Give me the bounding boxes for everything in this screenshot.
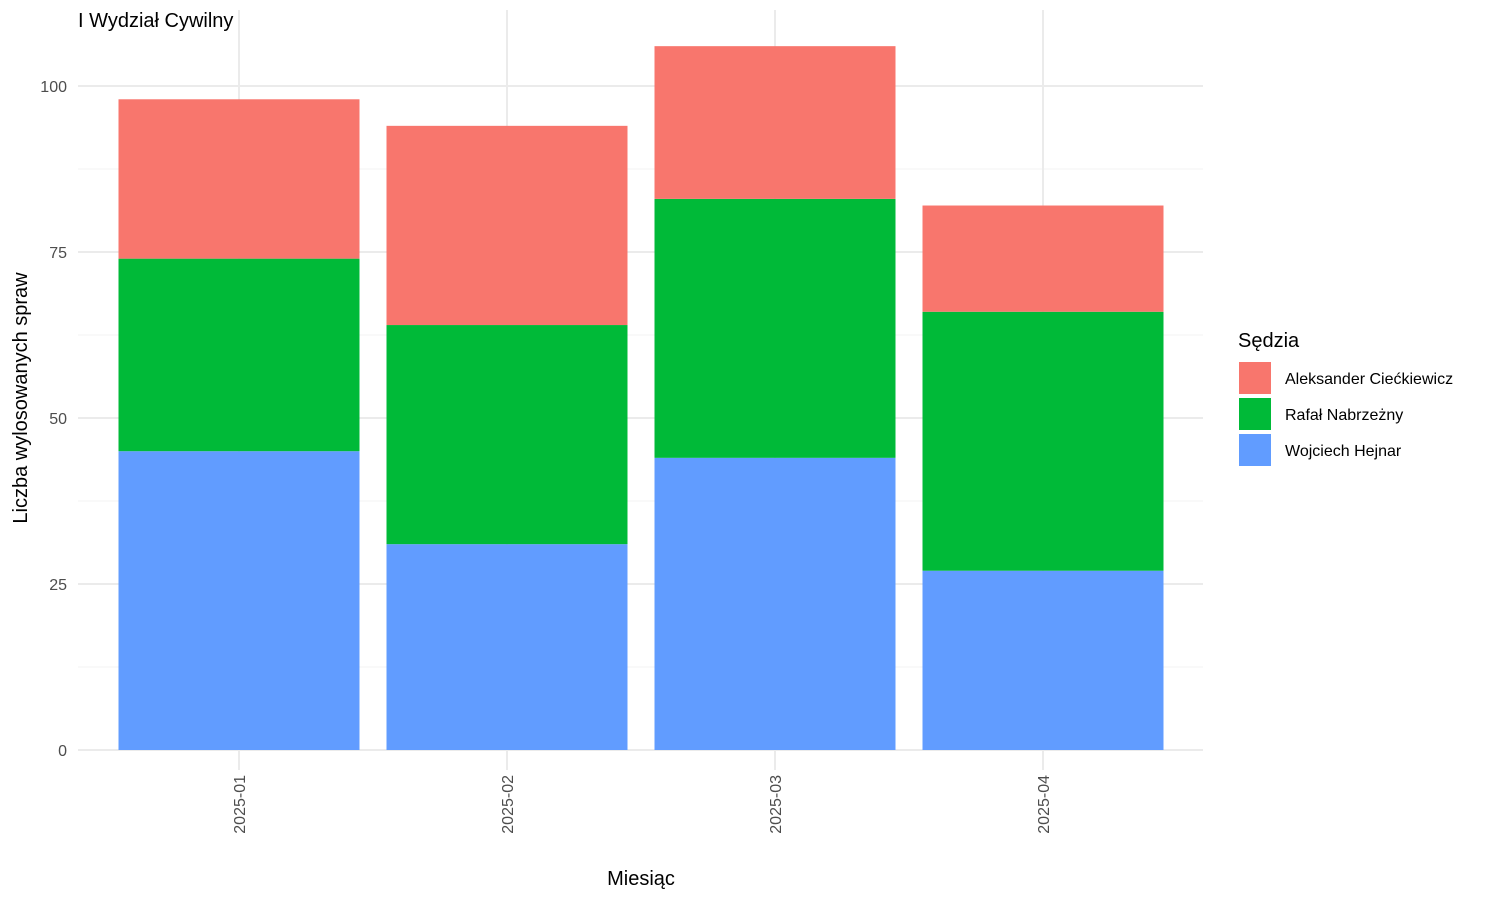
legend: Sędzia Aleksander Ciećkiewicz Rafał Nabrz… [1237,330,1453,468]
bar-segment [118,99,360,259]
y-tick-label: 50 [49,411,67,428]
bar-segment [654,198,896,458]
legend-title: Sędzia [1238,330,1300,352]
x-axis-title: Miesiąc [607,868,675,890]
bar-segment [386,544,628,750]
chart-title: I Wydział Cywilny [78,10,233,32]
y-tick-label: 0 [58,743,67,760]
legend-key [1237,360,1273,396]
y-tick-label: 100 [40,79,67,96]
bar-segment [118,258,360,452]
y-tick-label: 25 [49,577,67,594]
x-tick-label: 2025-02 [500,775,517,834]
bar-segment [922,311,1164,571]
x-axis-ticks: 2025-01 2025-02 2025-03 2025-04 [232,775,1053,834]
y-axis-title: Liczba wylosowanych spraw [10,272,32,524]
y-axis-ticks: 0 25 50 75 100 [40,79,67,760]
legend-label: Rafał Nabrzeżny [1285,407,1403,424]
bar-segment [922,570,1164,750]
x-tick-label: 2025-01 [232,775,249,834]
legend-key [1237,432,1273,468]
bar-segment [654,457,896,750]
legend-label: Aleksander Ciećkiewicz [1285,371,1453,388]
y-tick-label: 75 [49,245,67,262]
bar-segment [118,451,360,750]
bar-segment [386,325,628,545]
legend-key [1237,396,1273,432]
legend-label: Wojciech Hejnar [1285,443,1402,460]
x-tick-label: 2025-04 [1036,775,1053,834]
x-tick-label: 2025-03 [768,775,785,834]
bar-segment [654,46,896,199]
bar-segment [922,205,1164,312]
bars [118,46,1164,750]
bar-segment [386,125,628,326]
